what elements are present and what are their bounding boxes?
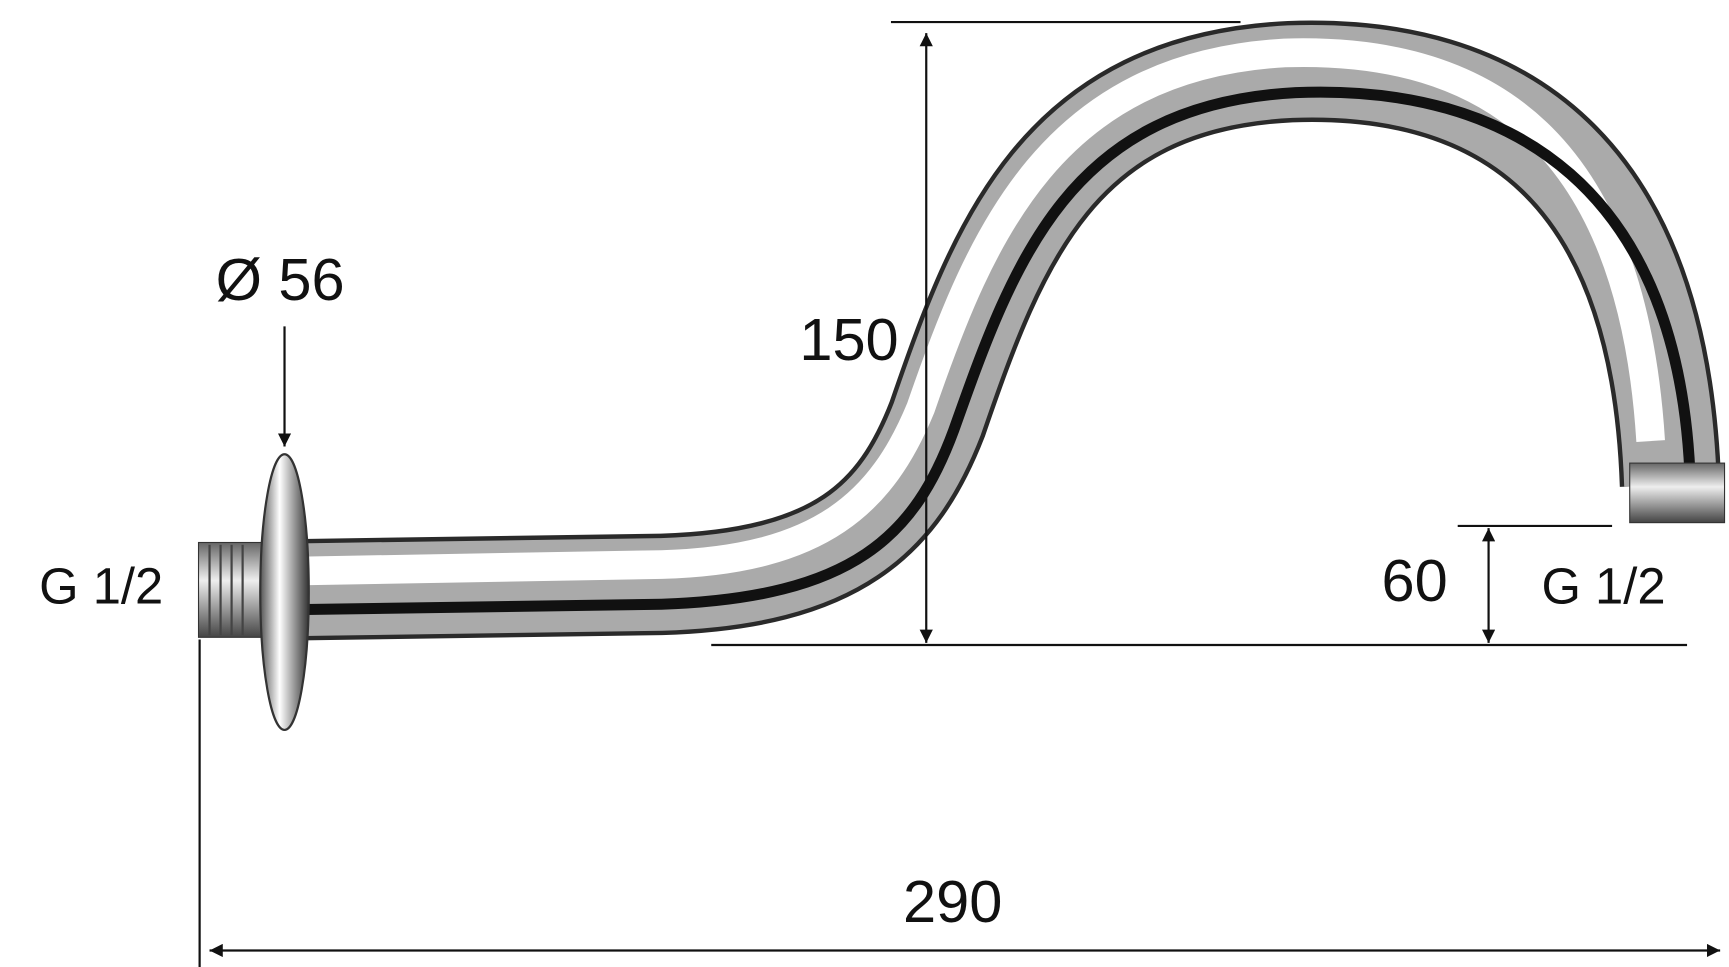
label-inlet-thread: G 1/2 <box>39 557 163 614</box>
label-diameter: Ø 56 <box>216 246 345 313</box>
pipe <box>197 20 1726 732</box>
pipe-shadow <box>288 86 1696 616</box>
outlet-thread <box>1629 462 1726 524</box>
label-height: 150 <box>799 306 898 373</box>
flange <box>259 453 310 732</box>
thread-lines <box>208 544 244 636</box>
label-outlet-height: 60 <box>1382 547 1448 614</box>
label-length: 290 <box>903 868 1002 935</box>
pipe-highlight <box>288 38 1665 586</box>
dimensions <box>198 20 1721 967</box>
label-outlet-thread: G 1/2 <box>1542 557 1666 614</box>
